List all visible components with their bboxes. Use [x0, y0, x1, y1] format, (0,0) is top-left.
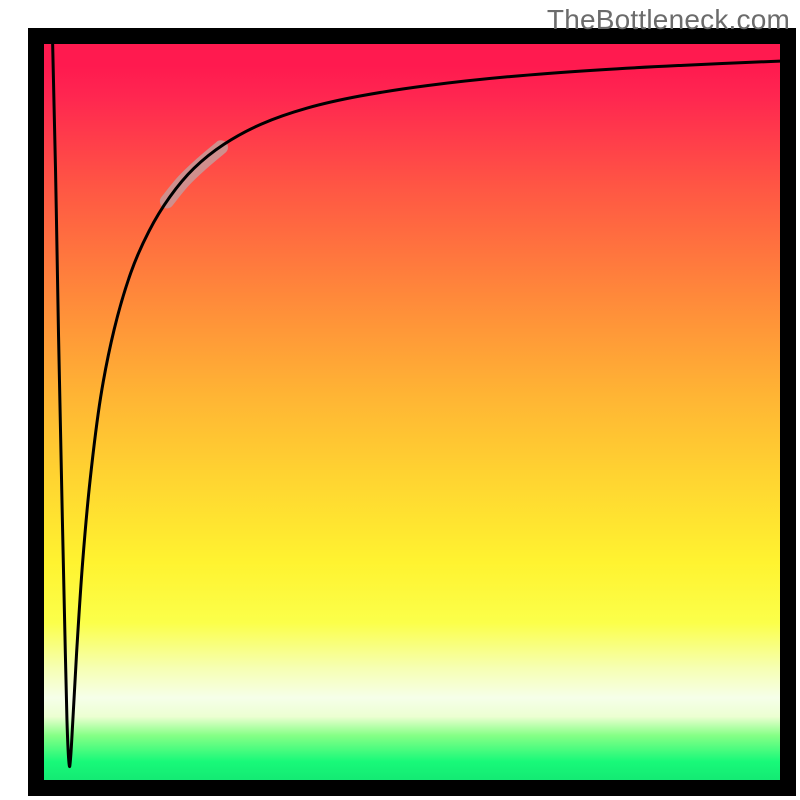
gradient-background — [36, 36, 788, 788]
watermark-text: TheBottleneck.com — [547, 4, 790, 36]
bottleneck-chart — [0, 0, 800, 800]
chart-container: { "meta": { "watermark": "TheBottleneck.… — [0, 0, 800, 800]
